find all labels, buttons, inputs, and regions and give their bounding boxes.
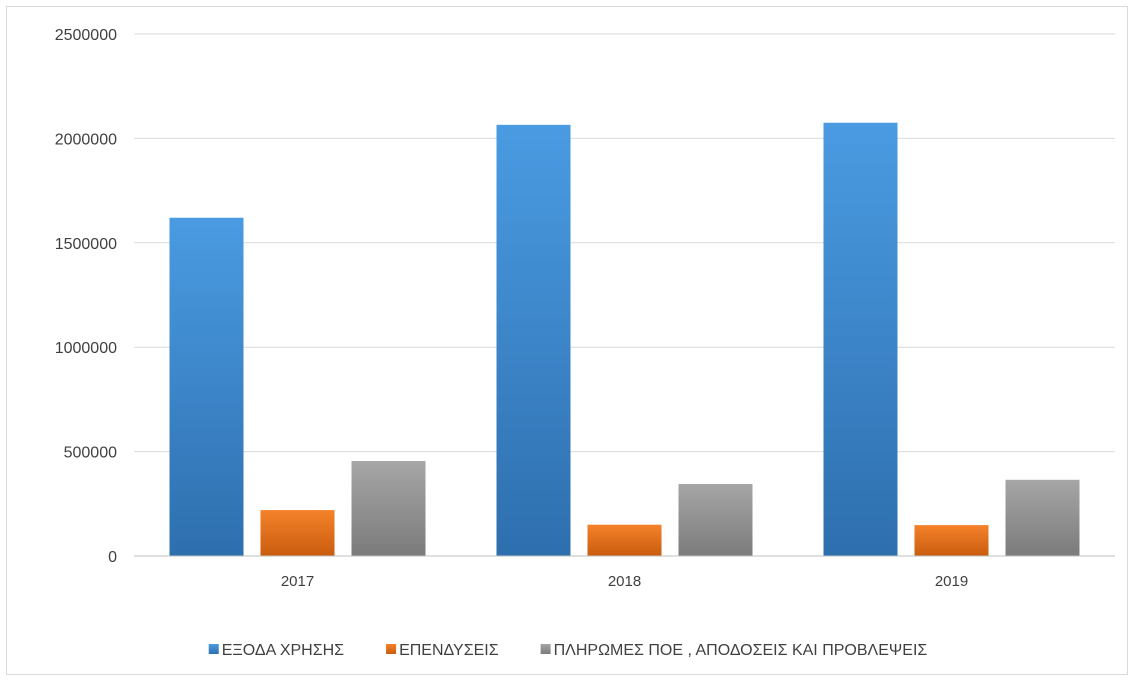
legend-label: ΠΛΗΡΩΜΕΣ ΠΟΕ , ΑΠΟΔΟΣΕΙΣ ΚΑΙ ΠΡΟΒΛΕΨΕΙΣ — [554, 642, 928, 659]
y-tick-label: 2500000 — [55, 27, 117, 44]
chart-frame: 0 500000 1000000 1500000 2000000 2500000 2017… — [6, 6, 1128, 675]
bar-2019-series-1 — [823, 122, 898, 557]
legend-label: ΕΠΕΝΔΥΣΕΙΣ — [399, 642, 499, 659]
y-tick-label: 1500000 — [55, 236, 117, 253]
y-tick-label: 0 — [108, 549, 117, 566]
bar-2018-series-3 — [678, 483, 753, 556]
bar-2018-series-2 — [587, 524, 662, 556]
bar-2017-series-2 — [260, 510, 335, 556]
legend-swatch — [540, 644, 551, 654]
legend: ΕΞΟΔΑ ΧΡΗΣΗΣ ΕΠΕΝΔΥΣΕΙΣ ΠΛΗΡΩΜΕΣ ΠΟΕ , ΑΠΟ… — [208, 642, 928, 659]
y-tick-label: 500000 — [64, 445, 117, 462]
x-tick-label: 2017 — [281, 573, 314, 590]
legend-swatch — [386, 644, 397, 654]
bar-2019-series-2 — [914, 525, 989, 556]
y-tick-label: 2000000 — [55, 131, 117, 148]
x-tick-label: 2019 — [935, 573, 968, 590]
bar-2017-series-1 — [169, 217, 244, 556]
bar-chart: 0 500000 1000000 1500000 2000000 2500000 2017… — [55, 27, 1115, 659]
x-axis-ticks: 2017 2018 2019 — [281, 573, 968, 590]
x-tick-label: 2018 — [608, 573, 641, 590]
y-tick-label: 1000000 — [55, 340, 117, 357]
bar-2019-series-3 — [1005, 479, 1080, 556]
bar-2017-series-3 — [351, 460, 426, 556]
y-axis-ticks: 0 500000 1000000 1500000 2000000 2500000 — [55, 27, 117, 566]
bar-2018-series-1 — [496, 124, 571, 556]
legend-label: ΕΞΟΔΑ ΧΡΗΣΗΣ — [222, 642, 344, 659]
bars — [169, 122, 1080, 557]
gridlines — [134, 33, 1115, 453]
legend-swatch — [208, 644, 219, 654]
